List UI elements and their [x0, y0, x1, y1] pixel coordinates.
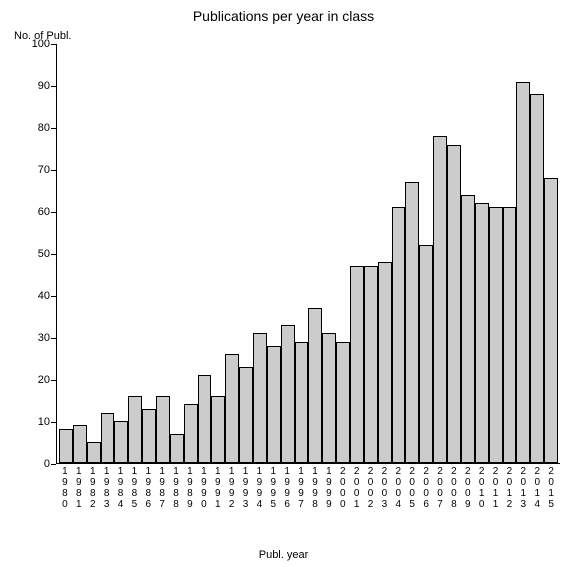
x-tick-label: 2014 — [530, 466, 544, 510]
bar — [184, 404, 198, 463]
bar — [516, 82, 530, 463]
bar — [101, 413, 115, 463]
bar — [73, 425, 87, 463]
x-tick-label: 1996 — [280, 466, 294, 510]
x-tick-label: 1997 — [294, 466, 308, 510]
bar — [447, 145, 461, 463]
bar — [544, 178, 558, 463]
y-tick-label: 20 — [10, 374, 50, 386]
bars-group — [57, 44, 560, 463]
y-tick-label: 30 — [10, 332, 50, 344]
x-tick-label: 1986 — [141, 466, 155, 510]
x-tick-label: 2002 — [364, 466, 378, 510]
bar — [530, 94, 544, 463]
x-tick-label: 2009 — [461, 466, 475, 510]
bar — [114, 421, 128, 463]
x-tick-label: 1981 — [72, 466, 86, 510]
y-tick-label: 50 — [10, 248, 50, 260]
x-tick-label: 1988 — [169, 466, 183, 510]
chart-title: Publications per year in class — [0, 8, 567, 24]
y-tick-label: 60 — [10, 206, 50, 218]
x-tick-label: 1993 — [239, 466, 253, 510]
bar — [419, 245, 433, 463]
bar — [267, 346, 281, 463]
x-tick-label: 1980 — [58, 466, 72, 510]
x-tick-label: 2003 — [377, 466, 391, 510]
x-tick-label: 2007 — [433, 466, 447, 510]
x-tick-label: 1991 — [211, 466, 225, 510]
bar — [489, 207, 503, 463]
bar — [239, 367, 253, 463]
y-tick-label: 90 — [10, 80, 50, 92]
x-tick-label: 1984 — [114, 466, 128, 510]
bar — [461, 195, 475, 463]
bar — [281, 325, 295, 463]
x-tick-label: 1992 — [225, 466, 239, 510]
x-labels: 1980198119821983198419851986198719881989… — [56, 466, 560, 510]
y-tick-mark — [51, 464, 56, 465]
y-ticks: 0102030405060708090100 — [0, 44, 56, 464]
x-tick-label: 2012 — [503, 466, 517, 510]
bar — [350, 266, 364, 463]
x-tick-label: 2010 — [475, 466, 489, 510]
bar — [142, 409, 156, 463]
x-tick-label: 1994 — [252, 466, 266, 510]
bar — [475, 203, 489, 463]
x-tick-label: 2015 — [544, 466, 558, 510]
bar — [225, 354, 239, 463]
bar — [308, 308, 322, 463]
x-tick-label: 1989 — [183, 466, 197, 510]
bar — [322, 333, 336, 463]
x-tick-label: 2000 — [336, 466, 350, 510]
bar — [405, 182, 419, 463]
bar — [253, 333, 267, 463]
x-tick-label: 1995 — [266, 466, 280, 510]
bar — [378, 262, 392, 463]
bar — [170, 434, 184, 463]
x-tick-label: 2001 — [350, 466, 364, 510]
x-tick-label: 1987 — [155, 466, 169, 510]
plot-area — [56, 44, 560, 464]
chart-container: Publications per year in class No. of Pu… — [0, 0, 567, 567]
bar — [295, 342, 309, 464]
bar — [87, 442, 101, 463]
x-axis-label: Publ. year — [0, 549, 567, 561]
bar — [128, 396, 142, 463]
x-tick-label: 1999 — [322, 466, 336, 510]
bar — [211, 396, 225, 463]
x-tick-label: 2006 — [419, 466, 433, 510]
y-tick-label: 0 — [10, 458, 50, 470]
y-tick-label: 100 — [10, 38, 50, 50]
bar — [364, 266, 378, 463]
bar — [503, 207, 517, 463]
bar — [198, 375, 212, 463]
bar — [59, 429, 73, 463]
y-tick-label: 70 — [10, 164, 50, 176]
y-tick-label: 80 — [10, 122, 50, 134]
x-tick-label: 2011 — [489, 466, 503, 510]
x-tick-label: 1983 — [100, 466, 114, 510]
bar — [156, 396, 170, 463]
x-tick-label: 2004 — [391, 466, 405, 510]
x-tick-label: 1998 — [308, 466, 322, 510]
x-tick-label: 2008 — [447, 466, 461, 510]
y-tick-label: 40 — [10, 290, 50, 302]
bar — [392, 207, 406, 463]
bar — [336, 342, 350, 464]
x-tick-label: 2013 — [516, 466, 530, 510]
x-tick-label: 1990 — [197, 466, 211, 510]
x-tick-label: 1985 — [127, 466, 141, 510]
bar — [433, 136, 447, 463]
x-tick-label: 1982 — [86, 466, 100, 510]
x-tick-label: 2005 — [405, 466, 419, 510]
y-tick-label: 10 — [10, 416, 50, 428]
